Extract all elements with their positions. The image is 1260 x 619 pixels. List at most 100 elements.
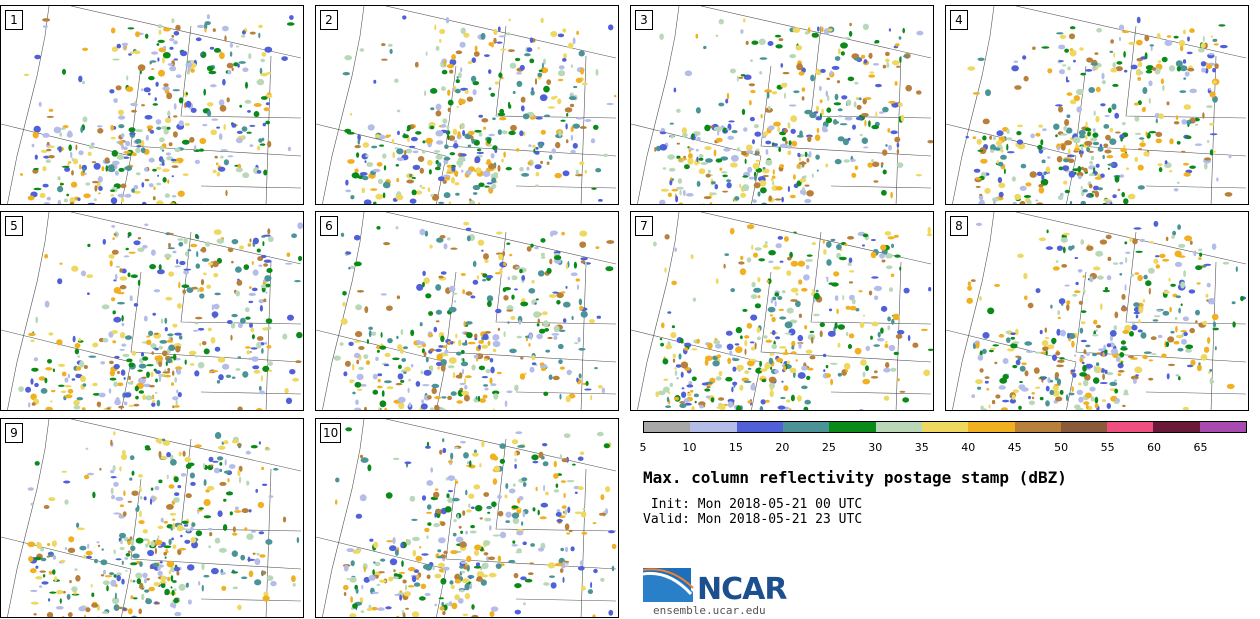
- echo-cell: [1059, 389, 1064, 395]
- echo-cell: [797, 334, 804, 342]
- echo-cell: [667, 154, 675, 160]
- echo-cell: [501, 130, 508, 135]
- echo-cell: [148, 586, 155, 592]
- echo-cell: [542, 461, 549, 467]
- echo-cell: [110, 197, 118, 204]
- echo-cell: [67, 388, 74, 394]
- echo-cell: [172, 370, 175, 376]
- echo-cell: [1209, 123, 1215, 126]
- echo-cell: [210, 84, 217, 88]
- echo-cell: [158, 264, 162, 271]
- echo-cell: [793, 174, 796, 180]
- echo-cell: [734, 196, 740, 201]
- echo-cell: [746, 144, 753, 151]
- echo-cell: [200, 51, 207, 58]
- echo-cell: [695, 107, 701, 114]
- echo-cell: [165, 296, 173, 301]
- echo-cell: [76, 397, 84, 401]
- echo-cell: [1119, 273, 1123, 276]
- echo-cell: [61, 470, 67, 473]
- echo-cell: [164, 327, 168, 332]
- echo-cell: [208, 262, 214, 266]
- echo-cell: [453, 519, 457, 523]
- echo-cell: [245, 450, 251, 455]
- echo-cell: [171, 589, 175, 596]
- echo-cell: [394, 549, 399, 556]
- echo-cell: [111, 330, 118, 334]
- echo-cell: [1109, 50, 1114, 54]
- echo-cell: [377, 385, 383, 389]
- echo-cell: [550, 96, 556, 100]
- colorbar-tick-label: 10: [682, 441, 697, 454]
- echo-cell: [144, 445, 151, 450]
- echo-cell: [735, 346, 743, 354]
- echo-cell: [1235, 266, 1238, 272]
- echo-cell: [351, 172, 360, 179]
- echo-cell: [451, 166, 456, 172]
- colorbar-tick-labels: 5 10 15 20 25 30 35 40 45 50 55 60 65: [640, 441, 1247, 455]
- echo-cell: [872, 63, 880, 66]
- echo-cell: [825, 364, 829, 369]
- echo-cell: [57, 278, 63, 285]
- echo-cell: [112, 465, 116, 471]
- echo-cell: [57, 199, 61, 204]
- echo-cell: [985, 89, 991, 97]
- echo-cell: [439, 38, 442, 44]
- echo-cell: [561, 458, 568, 463]
- echo-cell: [121, 143, 124, 150]
- echo-cell: [222, 524, 228, 531]
- echo-cell: [242, 371, 249, 378]
- echo-cell: [539, 516, 547, 520]
- echo-cell: [475, 167, 482, 174]
- echo-cell: [124, 166, 128, 170]
- echo-cell: [77, 355, 80, 358]
- echo-cell: [1093, 365, 1096, 370]
- echo-cell: [425, 51, 428, 56]
- echo-cell: [422, 140, 426, 144]
- echo-cell: [760, 113, 763, 119]
- echo-cell: [543, 85, 550, 93]
- echo-cell: [1085, 363, 1093, 369]
- echo-cell: [245, 316, 251, 320]
- echo-cell: [535, 298, 539, 301]
- echo-cell: [572, 142, 578, 149]
- echo-cell: [871, 124, 879, 130]
- echo-cell: [469, 576, 472, 580]
- echo-cell: [797, 260, 806, 267]
- echo-cell: [771, 343, 777, 350]
- echo-cell: [1179, 65, 1188, 72]
- echo-cell: [126, 358, 133, 363]
- echo-cell: [837, 48, 841, 55]
- echo-cell: [577, 337, 581, 343]
- echo-cell: [975, 342, 980, 349]
- echo-cell: [667, 311, 672, 314]
- echo-cell: [203, 499, 211, 506]
- echo-cell: [459, 598, 464, 602]
- echo-cell: [726, 92, 730, 100]
- echo-cell: [125, 86, 134, 92]
- echo-cell: [813, 313, 820, 317]
- echo-cell: [38, 376, 46, 381]
- echo-cell: [473, 51, 480, 57]
- echo-cell: [87, 151, 92, 156]
- echo-cell: [477, 239, 485, 246]
- echo-cell: [836, 244, 842, 250]
- echo-cell: [1167, 336, 1175, 343]
- echo-cell: [791, 345, 795, 350]
- echo-cell: [1068, 338, 1071, 342]
- echo-cell: [1200, 354, 1208, 361]
- echo-cell: [116, 574, 121, 582]
- echo-cell: [183, 237, 188, 245]
- echo-cell: [116, 154, 125, 160]
- state-boundary: [1, 536, 132, 570]
- echo-cell: [790, 115, 798, 123]
- echo-cell: [365, 154, 369, 158]
- echo-cell: [1038, 186, 1045, 194]
- echo-cell: [471, 614, 479, 617]
- echo-cell: [1050, 304, 1053, 309]
- echo-cell: [856, 104, 862, 110]
- echo-cell: [381, 58, 388, 61]
- colorbar-tick-label: 15: [728, 441, 743, 454]
- echo-cell: [433, 326, 438, 333]
- echo-cell: [750, 294, 758, 299]
